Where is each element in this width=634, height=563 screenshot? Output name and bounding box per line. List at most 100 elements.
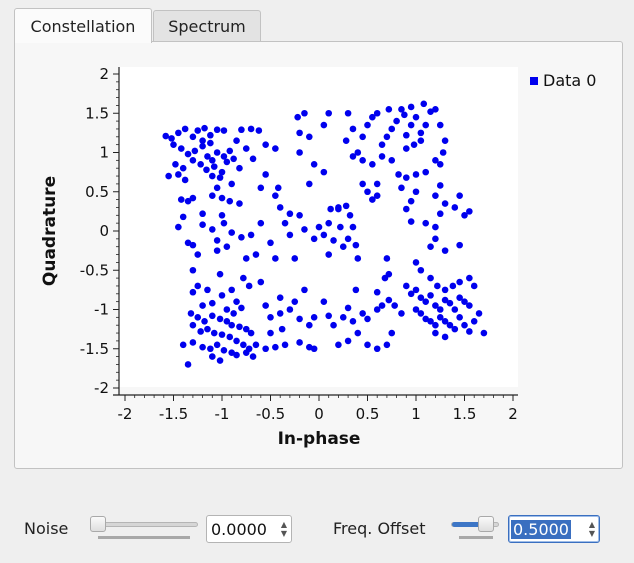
data-point: [373, 288, 381, 296]
data-point: [218, 331, 226, 338]
spin-up-icon[interactable]: ▲: [588, 520, 596, 529]
data-point: [233, 298, 240, 305]
data-point: [197, 160, 204, 168]
data-point: [204, 153, 211, 160]
data-point: [451, 306, 459, 313]
y-tick-label: -2: [94, 379, 109, 397]
tab-spectrum[interactable]: Spectrum: [153, 10, 261, 41]
data-point: [189, 157, 197, 164]
noise-slider-handle[interactable]: [90, 516, 106, 532]
data-point: [189, 288, 197, 296]
data-point: [228, 321, 235, 329]
data-point: [184, 150, 192, 158]
freq-offset-value[interactable]: 0.5000: [511, 520, 571, 539]
data-point: [422, 298, 430, 305]
noise-slider-track-shadow: [98, 536, 190, 539]
freq-offset-label: Freq. Offset: [333, 519, 426, 538]
data-point: [327, 205, 334, 213]
data-point: [242, 349, 250, 356]
data-point: [255, 127, 263, 134]
data-point: [320, 231, 328, 239]
data-point: [207, 139, 214, 147]
legend-swatch: [530, 77, 538, 85]
data-point: [204, 286, 211, 294]
data-point: [218, 194, 226, 202]
x-tick-label: 1: [411, 405, 421, 423]
data-point: [226, 197, 234, 205]
spin-up-icon[interactable]: ▲: [280, 520, 288, 529]
data-point: [310, 314, 318, 321]
data-point: [165, 172, 172, 180]
data-point: [213, 184, 221, 192]
data-point: [407, 290, 415, 298]
data-point: [330, 237, 337, 244]
data-point: [181, 176, 189, 184]
data-point: [398, 106, 405, 113]
noise-value[interactable]: 0.0000: [211, 520, 267, 539]
constellation-panel: -2 -1.5 -1 -0.5 0 0.5 1 1.5 2 2 1.5 1 0.5 0 -0.5 -1 -1.…: [14, 41, 623, 469]
noise-slider-groove[interactable]: [90, 522, 198, 527]
data-point: [354, 255, 362, 262]
data-point: [422, 168, 430, 176]
data-point: [403, 145, 410, 152]
data-point: [407, 121, 415, 129]
data-point: [247, 231, 255, 239]
data-point: [330, 321, 337, 329]
data-point: [220, 153, 228, 160]
data-point: [262, 302, 269, 309]
spin-down-icon[interactable]: ▼: [588, 529, 596, 538]
freq-offset-slider-fill: [452, 522, 483, 527]
x-tick-label: -1.5: [159, 405, 188, 423]
data-point: [228, 286, 235, 294]
data-point: [344, 109, 352, 117]
data-point: [233, 337, 240, 345]
data-point: [461, 212, 468, 219]
freq-offset-slider-handle[interactable]: [478, 516, 495, 532]
data-point: [466, 302, 473, 309]
data-point: [247, 329, 255, 337]
tab-constellation[interactable]: Constellation: [14, 8, 152, 43]
data-point: [441, 137, 449, 145]
data-point: [301, 109, 308, 117]
data-point: [385, 296, 393, 304]
data-point: [242, 325, 250, 333]
data-point: [191, 147, 199, 155]
constellation-plot: -2 -1.5 -1 -0.5 0 0.5 1 1.5 2 2 1.5 1 0.5 0 -0.5 -1 -1.…: [40, 65, 596, 449]
data-point: [291, 298, 299, 305]
data-point: [213, 237, 221, 244]
data-point: [177, 196, 185, 203]
data-point: [240, 341, 247, 349]
noise-spin-arrows[interactable]: ▲ ▼: [277, 516, 291, 542]
y-tick-label: 0: [99, 222, 109, 240]
data-point: [466, 328, 473, 335]
data-point: [276, 204, 284, 211]
data-point: [320, 168, 328, 176]
data-point: [194, 251, 202, 258]
data-point: [417, 266, 425, 274]
data-point: [417, 129, 425, 137]
data-point: [213, 126, 221, 134]
data-point: [432, 321, 439, 329]
data-point: [247, 125, 255, 133]
data-point: [175, 171, 182, 178]
noise-spinbox[interactable]: 0.0000 ▲ ▼: [206, 515, 292, 543]
data-point: [403, 174, 410, 181]
freq-offset-spinbox[interactable]: 0.5000 ▲ ▼: [508, 515, 600, 543]
data-point: [436, 314, 444, 321]
freq-offset-spin-arrows[interactable]: ▲ ▼: [585, 516, 599, 542]
data-point: [373, 109, 381, 117]
data-point: [417, 294, 425, 302]
data-point: [194, 314, 202, 321]
data-point: [403, 131, 410, 139]
data-point: [296, 149, 303, 156]
data-point: [170, 141, 177, 148]
data-point: [228, 229, 235, 236]
data-point: [189, 321, 197, 329]
data-point: [446, 321, 454, 329]
data-point: [335, 341, 342, 349]
data-point: [449, 282, 457, 290]
spin-down-icon[interactable]: ▼: [280, 529, 288, 538]
data-point: [432, 302, 439, 309]
data-point: [436, 306, 444, 313]
data-point: [401, 111, 408, 119]
